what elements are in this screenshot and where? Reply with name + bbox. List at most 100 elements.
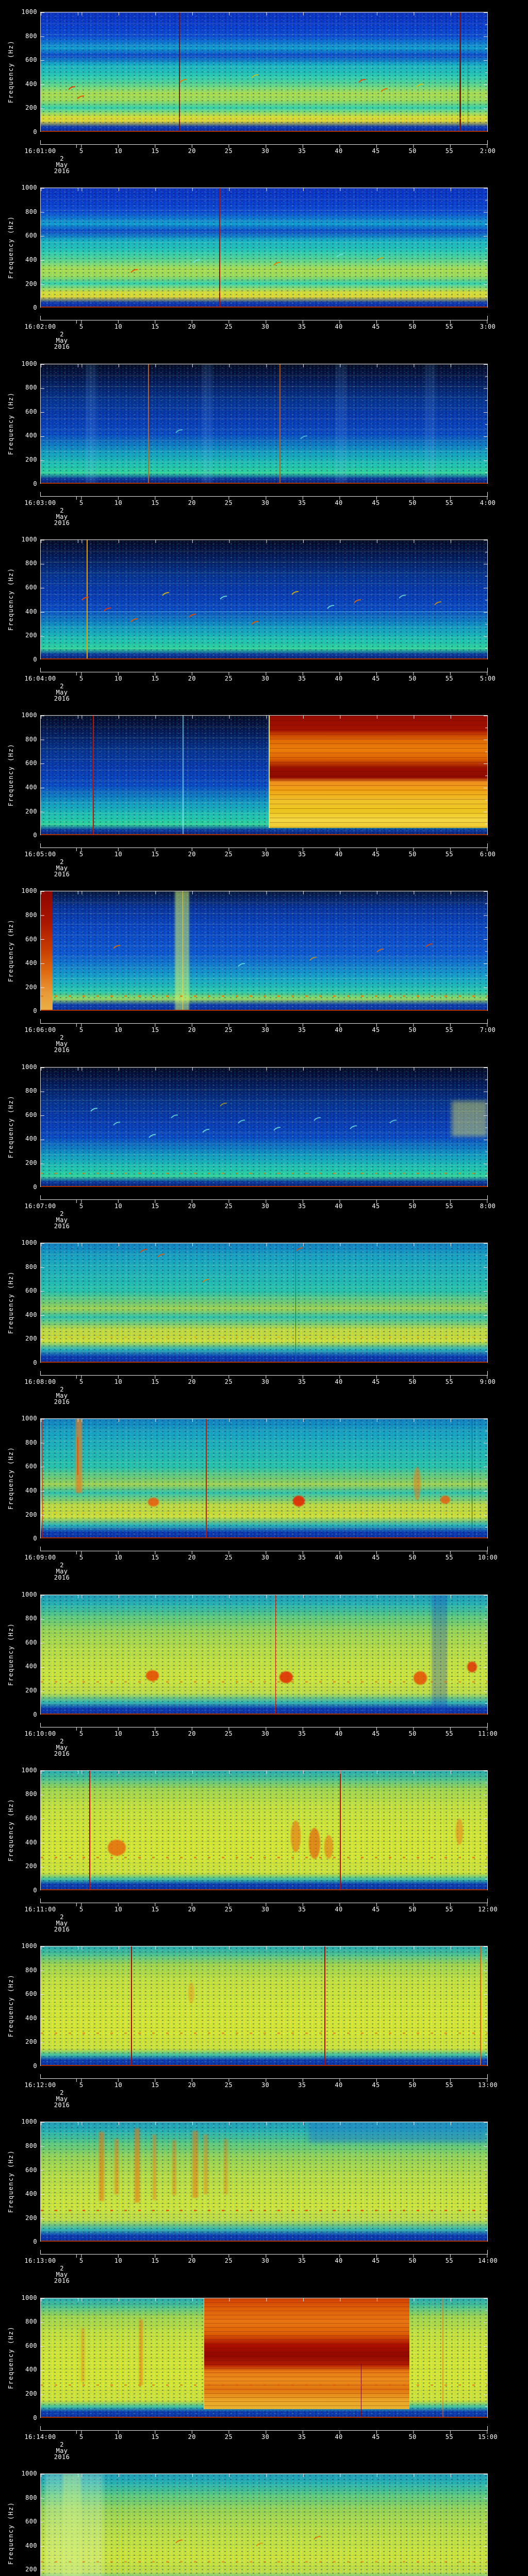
x-tick-label: 35 (298, 2433, 306, 2441)
vband-feature (63, 2473, 81, 2576)
x-tick-label: 10 (114, 1554, 123, 1562)
x-tick-label: 35 (298, 674, 306, 682)
y-tick-label: 400 (25, 783, 37, 791)
y-tick-label: 400 (25, 2190, 37, 2198)
x-tick-label: 15 (151, 1026, 159, 1034)
y-tick-label: 600 (25, 1815, 37, 1822)
spectrogram-plot (40, 715, 488, 836)
date-line: 2 (60, 2441, 64, 2448)
x-tick-label: 30 (261, 2257, 270, 2265)
spectrogram-plot (40, 891, 488, 1011)
x-axis-ticks (40, 848, 488, 852)
x-start-time-label: 16:06:00 (24, 1026, 56, 1034)
x-axis-end-bracket (487, 1722, 488, 1727)
y-tick-label: 800 (25, 1438, 37, 1446)
date-label: 2 May 2016 (54, 1035, 70, 1053)
top-axis-ticks (41, 716, 487, 719)
x-end-time-label: 6:00 (480, 851, 496, 858)
x-tick-label: 5 (79, 147, 84, 155)
vband-feature (174, 891, 189, 1011)
x-tick-label: 5 (79, 1378, 84, 1385)
y-tick-label: 200 (25, 280, 37, 287)
date-line: May (56, 688, 68, 696)
x-tick-label: 45 (372, 323, 380, 331)
x-start-time-label: 16:08:00 (24, 1378, 56, 1385)
blob-feature (188, 1982, 194, 2004)
blob-feature (414, 1467, 421, 1500)
date-line: May (56, 1919, 68, 1927)
x-start-time-label: 16:11:00 (24, 1905, 56, 1913)
x-tick-label: 10 (114, 499, 123, 506)
x-axis-line (40, 144, 488, 145)
vline-feature (275, 1595, 276, 1715)
date-label: 2 May 2016 (54, 2090, 70, 2108)
y-tick-label: 400 (25, 1838, 37, 1846)
x-start-time-label: 16:14:00 (24, 2433, 56, 2441)
zero-hz-line (41, 1537, 487, 1539)
x-tick-label: 55 (445, 147, 453, 155)
x-start-time-label: 16:13:00 (24, 2257, 56, 2265)
top-axis-ticks (41, 1595, 487, 1598)
y-axis-title: Frequency (Hz) (7, 743, 14, 807)
x-tick-label: 45 (372, 147, 380, 155)
vband-feature (152, 2134, 157, 2200)
date-line: 2016 (54, 1574, 70, 1582)
x-tick-label: 50 (408, 1554, 417, 1562)
vline-feature (279, 364, 281, 484)
x-tick-label: 20 (188, 499, 196, 506)
x-tick-label: 45 (372, 1905, 380, 1913)
x-tick-label: 55 (445, 1378, 453, 1385)
hline-feature (41, 291, 487, 293)
left-axis-ticks (41, 1067, 44, 1187)
x-axis-ticks (40, 1375, 488, 1379)
blob-feature (414, 1671, 427, 1685)
y-tick-label: 200 (25, 2566, 37, 2573)
x-start-time-label: 16:12:00 (24, 2081, 56, 2089)
x-end-time-label: 13:00 (477, 2081, 498, 2089)
top-axis-ticks (41, 891, 487, 895)
y-axis-title: Frequency (Hz) (7, 216, 14, 279)
y-tick-label: 600 (25, 1990, 37, 1998)
left-axis-ticks (41, 1770, 44, 1890)
vline-feature (219, 188, 221, 308)
right-axis-minor-ticks (485, 12, 487, 132)
x-tick-label: 55 (445, 499, 453, 506)
spectrogram-plot (40, 1770, 488, 1890)
vline-feature (182, 716, 184, 836)
x-tick-label: 25 (224, 499, 233, 506)
x-tick-label: 30 (261, 1554, 270, 1562)
top-axis-ticks (41, 539, 487, 543)
x-axis-end-bracket (487, 2074, 488, 2079)
x-start-time-label: 16:04:00 (24, 674, 56, 682)
x-axis-start-bracket (40, 2426, 41, 2430)
top-axis-ticks (41, 1419, 487, 1422)
right-axis-minor-ticks (485, 716, 487, 836)
blob-feature (293, 1495, 305, 1506)
x-tick-label: 40 (335, 147, 343, 155)
x-tick-label: 30 (261, 2433, 270, 2441)
y-tick-label: 200 (25, 1511, 37, 1518)
x-axis-line (40, 1199, 488, 1200)
x-tick-label: 5 (79, 2433, 84, 2441)
x-tick-label: 35 (298, 1202, 306, 1210)
x-tick-label: 30 (261, 499, 270, 506)
vline-feature (480, 1946, 481, 2066)
x-tick-label: 30 (261, 1730, 270, 1737)
x-tick-label: 55 (445, 674, 453, 682)
spectrogram-plot (40, 1594, 488, 1715)
vband-feature (85, 364, 97, 484)
x-tick-label: 5 (79, 1554, 84, 1562)
date-label: 2 May 2016 (54, 683, 70, 702)
x-tick-label: 25 (224, 674, 233, 682)
x-tick-label: 35 (298, 851, 306, 858)
y-axis-title: Frequency (Hz) (7, 1974, 14, 2038)
x-tick-label: 35 (298, 1378, 306, 1385)
x-tick-label: 40 (335, 1730, 343, 1737)
date-label: 2 May 2016 (54, 2442, 70, 2460)
x-tick-label: 15 (151, 1554, 159, 1562)
hline-feature (41, 2032, 487, 2035)
x-tick-label: 45 (372, 1554, 380, 1562)
date-line: 2 (60, 858, 64, 866)
spectrogram-plot (40, 2473, 488, 2576)
y-tick-label: 0 (33, 1535, 37, 1543)
